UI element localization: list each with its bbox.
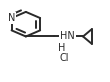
Text: H: H (58, 43, 66, 53)
Text: N: N (8, 13, 15, 23)
Text: Cl: Cl (60, 53, 69, 63)
Text: HN: HN (60, 31, 75, 41)
